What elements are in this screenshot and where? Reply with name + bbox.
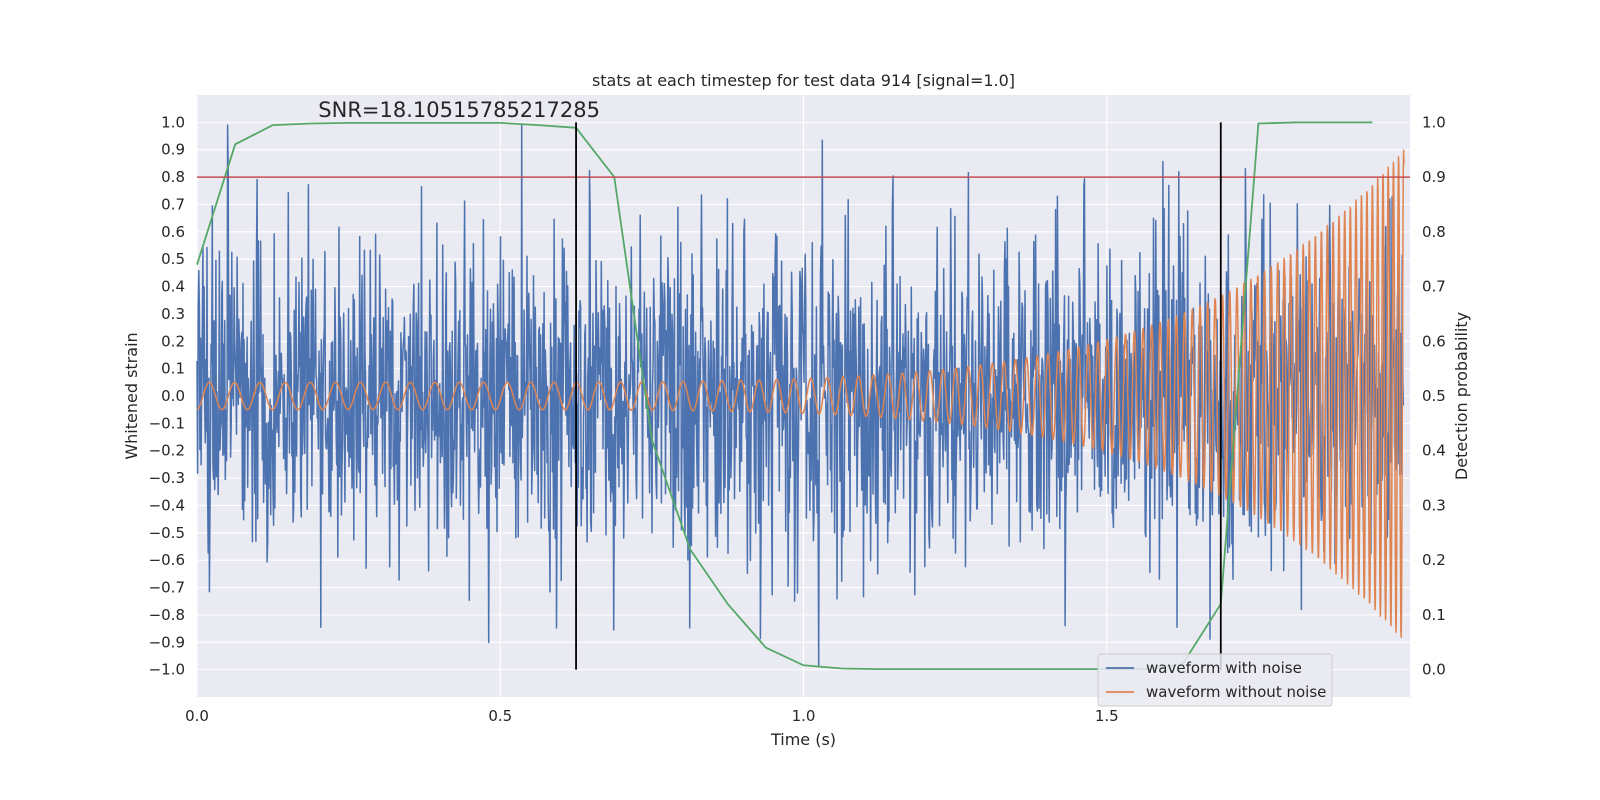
y-right-tick-label: 0.2 [1422,551,1446,569]
y-axis-label: Whitened strain [122,332,141,459]
x-tick-label: 0.0 [185,707,209,725]
y-tick-label: −0.1 [149,414,185,432]
y-right-tick-label: 0.3 [1422,496,1446,514]
y-tick-label: −0.8 [149,606,185,624]
y-tick-label: 0.7 [161,195,185,213]
chart-title: stats at each timestep for test data 914… [592,71,1015,90]
tick-labels: −1.0 −0.9 −0.8 −0.7 −0.6 −0.5 −0.4 −0.3 −0.2 −0.1… [149,113,1446,725]
y-tick-label: −0.5 [149,524,185,542]
y-tick-label: −1.0 [149,661,185,679]
y-right-tick-label: 0.1 [1422,606,1446,624]
y-tick-label: 0.8 [161,168,185,186]
y-right-tick-label: 0.8 [1422,223,1446,241]
y-tick-label: 1.0 [161,113,185,131]
y-right-tick-label: 1.0 [1422,113,1446,131]
y-right-tick-label: 0.0 [1422,661,1446,679]
y-tick-label: 0.4 [161,278,185,296]
snr-annotation: SNR=18.10515785217285 [318,98,600,122]
x-tick-label: 0.5 [488,707,512,725]
y-right-tick-label: 0.9 [1422,168,1446,186]
y-tick-label: 0.6 [161,223,185,241]
series-waveform-without-noise [196,149,1405,639]
x-tick-label: 1.5 [1095,707,1119,725]
y-tick-label: −0.9 [149,633,185,651]
y-tick-label: −0.7 [149,579,185,597]
y-tick-label: −0.2 [149,442,185,460]
legend-box [1097,653,1333,707]
legend-label-noise: waveform with noise [1146,659,1302,677]
y-right-tick-label: 0.4 [1422,442,1446,460]
y-right-tick-label: 0.6 [1422,332,1446,350]
y-tick-label: 0.2 [161,332,185,350]
legend: waveform with noise waveform without noi… [1097,653,1333,707]
y-axis-right-label: Detection probability [1452,312,1471,480]
y-tick-label: 0.0 [161,387,185,405]
y-tick-label: 0.1 [161,360,185,378]
y-right-tick-label: 0.5 [1422,387,1446,405]
y-tick-label: −0.3 [149,469,185,487]
y-tick-label: −0.6 [149,551,185,569]
legend-label-clean: waveform without noise [1146,683,1326,701]
reference-lines [197,122,1410,670]
y-tick-label: 0.5 [161,250,185,268]
y-tick-label: 0.9 [161,141,185,159]
y-right-tick-label: 0.7 [1422,278,1446,296]
x-tick-label: 1.0 [792,707,816,725]
y-tick-label: 0.3 [161,305,185,323]
y-tick-label: −0.4 [149,496,185,514]
x-axis-label: Time (s) [770,730,836,749]
